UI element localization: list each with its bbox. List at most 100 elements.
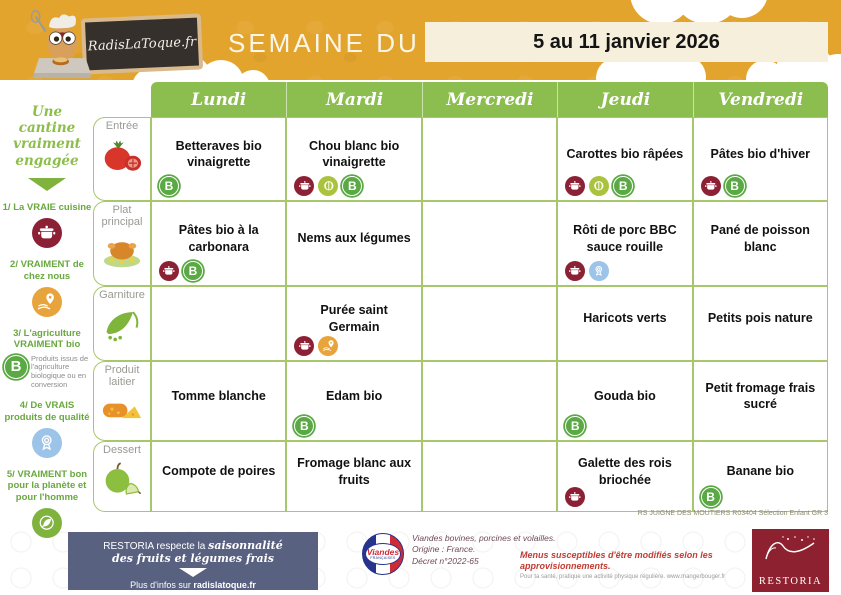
course-label-plat-principal: Plat principal	[93, 201, 151, 286]
menu-cell-jeudi-plat-principal: Rôti de porc BBC sauce rouille	[557, 201, 693, 286]
menu-cell-vendredi-entree: Pâtes bio d'hiver B	[692, 117, 828, 201]
course-name: Dessert	[103, 444, 141, 456]
dish-name: Edam bio	[325, 388, 383, 403]
triangle-down-icon	[28, 177, 66, 191]
weekly-menu-table: Lundi Mardi Mercredi Jeudi Vendredi Entrée Bet…	[93, 82, 828, 512]
info-prefix: Plus d'infos sur	[130, 580, 194, 590]
day-header-mercredi: Mercredi	[421, 82, 558, 117]
veggie-icon	[589, 176, 610, 196]
menu-cell-lundi-entree: Betteraves bio vinaigrette B	[151, 117, 287, 201]
engagement-item-4-de-vrais-produits-de-qualite: 4/ De VRAIS produits de qualité	[2, 400, 92, 458]
dish-name: Carottes bio râpées	[566, 146, 684, 161]
menu-cell-vendredi-produit-laitier: Petit fromage frais sucré	[692, 361, 828, 441]
viandes-line2: Origine : France.	[412, 544, 476, 555]
triangle-down-icon	[179, 568, 207, 577]
site-link-text: radislatoque.fr	[193, 580, 256, 590]
pot-icon	[565, 261, 586, 281]
bio-icon: B	[159, 176, 179, 196]
dish-name: Chou blanc bio vinaigrette	[308, 138, 400, 169]
course-name: Produit laitier	[104, 364, 140, 388]
dish-name: Pâtes bio à la carbonara	[178, 223, 259, 254]
dish-name: Petits pois nature	[707, 311, 813, 326]
dish-name: Nems aux légumes	[297, 231, 411, 246]
menu-cell-mardi-dessert: Fromage blanc aux fruits	[286, 441, 422, 512]
menu-cell-mercredi-produit-laitier	[421, 361, 558, 441]
dish-name: Petit fromage frais sucré	[705, 380, 816, 411]
bio-icon: B	[565, 416, 586, 436]
viandes-francaises-logo: Viandes FRANÇAISES	[362, 533, 404, 575]
day-header-jeudi: Jeudi	[557, 82, 693, 117]
engagement-label: 3/ L'agriculture VRAIMENT bio	[13, 327, 81, 351]
dish-name: Galette des rois briochée	[577, 456, 672, 487]
sidebar-title: Une cantine vraiment engagée	[13, 104, 81, 169]
engagement-item-5-vraiment-bon-pour-la-planete-et-pour-l-homme: 5/ VRAIMENT bon pour la planète et pour …	[2, 468, 92, 539]
seasonality-text: RESTORIA respecte la saisonnalité	[68, 539, 318, 552]
day-header-mardi: Mardi	[286, 82, 422, 117]
seasonality-banner: RESTORIA respecte la saisonnalité des fr…	[68, 532, 318, 590]
dish-badges: B	[159, 176, 179, 196]
menu-cell-mardi-produit-laitier: Edam bio B	[286, 361, 422, 441]
pot-icon	[565, 176, 586, 196]
more-info-line: Plus d'infos sur radislatoque.fr	[68, 580, 318, 590]
menu-cell-mardi-garniture: Purée saint Germain	[286, 286, 422, 361]
dish-name: Haricots verts	[583, 311, 667, 326]
menu-cell-mercredi-plat-principal	[421, 201, 558, 286]
medal-icon	[32, 427, 62, 458]
dish-name: Purée saint Germain	[320, 303, 388, 334]
dish-name: Compote de poires	[162, 464, 276, 479]
bio-icon: B	[183, 261, 203, 281]
dish-name: Pâtes bio d'hiver	[710, 146, 811, 161]
course-name: Garniture	[99, 289, 145, 301]
bio-icon: B	[342, 176, 363, 196]
menu-cell-mercredi-entree	[421, 117, 558, 201]
local-icon	[318, 336, 339, 356]
dish-name: Tomme blanche	[171, 388, 266, 403]
menu-cell-vendredi-garniture: Petits pois nature	[692, 286, 828, 361]
dish-name: Banane bio	[726, 464, 794, 479]
restoria-wordmark: RESTORIA	[758, 576, 823, 587]
footer: RESTORIA respecte la saisonnalité des fr…	[0, 524, 841, 595]
pot-icon	[294, 336, 315, 356]
bio-icon: B	[294, 416, 315, 436]
course-label-dessert: Dessert	[93, 441, 151, 512]
menu-cell-vendredi-dessert: Banane bio B	[692, 441, 828, 512]
dish-name: Gouda bio	[593, 388, 656, 403]
seasonality-script: saisonnalité	[208, 539, 283, 552]
cheese-icon	[100, 388, 144, 435]
tomato-icon	[100, 133, 144, 180]
menu-cell-mercredi-garniture	[421, 286, 558, 361]
dish-name: Pané de poisson blanc	[710, 223, 810, 254]
menu-cell-lundi-garniture	[151, 286, 287, 361]
course-label-produit-laitier: Produit laitier	[93, 361, 151, 441]
engagement-label: 4/ De VRAIS produits de qualité	[4, 400, 90, 423]
sidebar-engagements: Une cantine vraiment engagée 1/ La VRAIE…	[2, 104, 92, 539]
notice-text: Menus susceptibles d'être modifiés selon…	[520, 550, 713, 571]
dish-badges: B	[294, 176, 363, 196]
engagement-note: Produits issus de l'agriculture biologiq…	[31, 353, 89, 389]
date-box: 5 au 11 janvier 2026	[425, 22, 828, 62]
viandes-line1: Viandes bovines, porcines et volailles.	[412, 533, 556, 543]
menu-cell-jeudi-produit-laitier: Gouda bio B	[557, 361, 693, 441]
bio-icon: B	[613, 176, 634, 196]
table-corner	[93, 82, 151, 117]
seasonality-script-line2: des fruits et légumes frais	[112, 552, 274, 565]
viandes-logo-title: Viandes	[366, 547, 400, 557]
menu-cell-vendredi-plat-principal: Pané de poisson blanc	[692, 201, 828, 286]
engagement-label: 1/ La VRAIE cuisine	[2, 201, 92, 213]
restoria-logo: RESTORIA	[752, 529, 829, 592]
health-message: Pour ta santé, pratique une activité phy…	[520, 573, 726, 580]
menu-cell-lundi-produit-laitier: Tomme blanche	[151, 361, 287, 441]
viandes-origin-text: Viandes bovines, porcines et volailles. …	[412, 533, 555, 567]
dish-badges	[294, 336, 339, 356]
engagement-label: 5/ VRAIMENT bon pour la planète et pour …	[6, 468, 88, 503]
dish-badges	[565, 261, 610, 281]
course-name: Entrée	[105, 120, 139, 132]
viandes-line3: Décret n°2022-65	[412, 555, 479, 566]
menu-cell-mercredi-dessert	[421, 441, 558, 512]
menu-cell-mardi-entree: Chou blanc bio vinaigrette B	[286, 117, 422, 201]
dish-badges: B	[700, 176, 745, 196]
pot-icon	[565, 487, 586, 507]
menu-cell-lundi-dessert: Compote de poires	[151, 441, 287, 512]
cloud-shape	[716, 0, 768, 18]
pot-icon	[700, 176, 721, 196]
